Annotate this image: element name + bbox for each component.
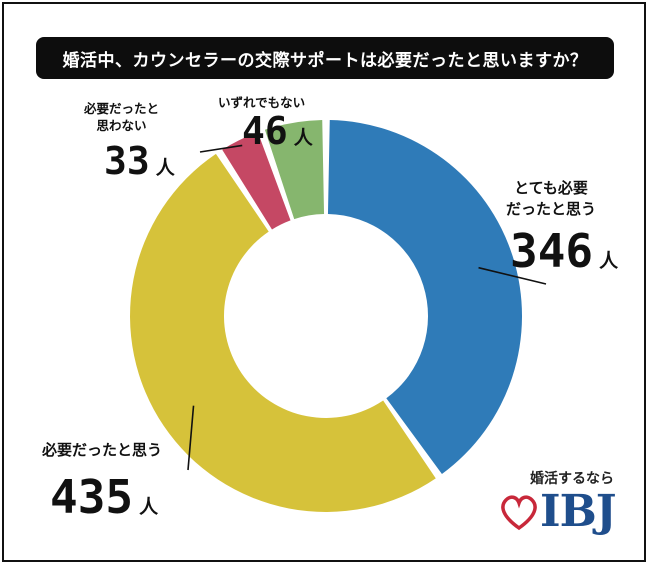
- label-necessary-line1: 必要だったと思う: [42, 441, 163, 459]
- label-not-necessary: 必要だったと 思わない: [84, 100, 159, 134]
- heart-icon: [501, 494, 537, 530]
- label-very-necessary-line1: とても必要: [514, 179, 588, 197]
- label-neither: いずれでもない: [218, 94, 305, 111]
- value-neither-unit: 人: [293, 127, 313, 149]
- slice-neither: [264, 120, 325, 220]
- value-neither: 46 人: [242, 112, 313, 150]
- label-necessary: 必要だったと思う: [42, 440, 162, 461]
- slice-necessary: [130, 153, 436, 512]
- label-very-necessary-line2: だったと思う: [506, 200, 597, 218]
- value-neither-number: 46: [242, 109, 288, 153]
- slice-very-necessary: [327, 120, 522, 475]
- leader-necessary: [187, 405, 195, 471]
- slice-not-necessary: [222, 132, 291, 230]
- value-very-necessary: 346 人: [510, 228, 618, 274]
- brand-logo: IBJ: [498, 486, 617, 537]
- label-very-necessary: とても必要 だったと思う: [506, 178, 596, 220]
- label-neither-line1: いずれでもない: [218, 95, 306, 110]
- chart-title: 婚活中、カウンセラーの交際サポートは必要だったと思いますか？: [36, 37, 614, 79]
- value-necessary-number: 435: [50, 470, 134, 524]
- label-not-necessary-line1: 必要だったと: [84, 101, 160, 116]
- value-not-necessary-number: 33: [104, 139, 150, 183]
- leader-very-necessary: [478, 266, 547, 285]
- value-necessary: 435 人: [50, 474, 158, 520]
- leader-not-necessary: [199, 144, 243, 153]
- brand-logo-text: IBJ: [540, 486, 617, 537]
- value-very-necessary-number: 346: [510, 224, 594, 278]
- value-necessary-unit: 人: [139, 496, 159, 518]
- value-very-necessary-unit: 人: [599, 250, 619, 272]
- value-not-necessary-unit: 人: [155, 157, 175, 179]
- brand-tagline: 婚活するなら: [530, 471, 614, 487]
- label-not-necessary-line2: 思わない: [96, 118, 147, 133]
- value-not-necessary: 33 人: [104, 142, 175, 180]
